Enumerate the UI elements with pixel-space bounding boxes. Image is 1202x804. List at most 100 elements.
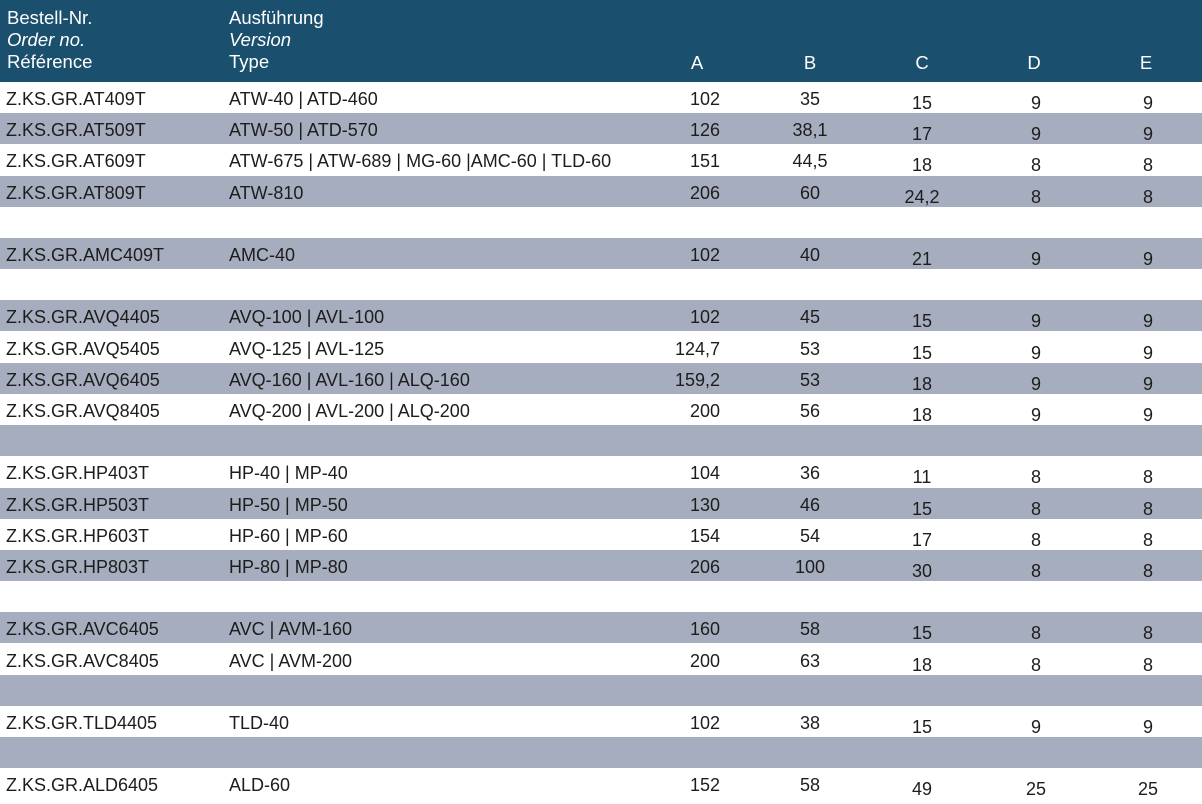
version-header-fr: Type [229,51,270,72]
cell-e: 9 [1142,342,1153,363]
col-e-header: E [1139,52,1153,73]
cell-e: 9 [1142,373,1153,394]
cell-order: Z.KS.GR.AVC8405 [6,650,159,671]
cell-c: 21 [911,249,933,269]
cell-type: HP-40 | MP-40 [229,463,348,484]
cell-type: AVQ-125 | AVL-125 [229,338,385,359]
cell-type: ALD-60 [229,775,291,796]
cell-d: 8 [1030,467,1041,488]
cell-a: 130 [689,494,720,515]
order-number-header: Bestell-Nr. Order no. Référence [7,7,92,73]
table-row: Z.KS.GR.HP603T HP-60 | MP-60 154 54 17 8 8 [0,519,1202,550]
cell-e: 8 [1142,498,1153,519]
spacer-row [0,425,1202,457]
cell-a: 124,7 [674,338,720,359]
cell-d: 8 [1030,186,1041,207]
cell-order: Z.KS.GR.AT609T [6,151,146,172]
cell-a: 200 [689,650,720,671]
order-header-de: Bestell-Nr. [7,7,93,28]
spacer-row [0,737,1202,769]
version-header-en: Version [229,29,292,50]
cell-order: Z.KS.GR.AT409T [6,89,146,109]
cell-type: ATW-50 | ATD-570 [229,120,378,141]
col-d-header: D [1027,52,1041,73]
cell-a: 151 [689,151,720,172]
cell-c: 17 [911,124,933,145]
cell-order: Z.KS.GR.HP803T [6,557,150,577]
cell-d: 9 [1030,93,1041,113]
cell-b: 58 [799,619,821,640]
cell-type: ATW-810 [229,182,304,203]
cell-a: 102 [689,713,720,733]
table-row: Z.KS.GR.TLD4405 TLD-40 102 38 15 9 9 [0,706,1202,737]
cell-type: HP-50 | MP-50 [229,494,348,515]
table-row: Z.KS.GR.AT509T ATW-50 | ATD-570 126 38,1 17 9… [0,113,1202,145]
cell-d: 8 [1030,529,1041,550]
cell-e: 8 [1142,155,1153,176]
table-row: Z.KS.GR.HP503T HP-50 | MP-50 130 46 15 8 8 [0,487,1202,519]
cell-a: 160 [689,619,720,640]
cell-order: Z.KS.GR.AVQ8405 [6,401,160,421]
cell-order: Z.KS.GR.HP503T [6,494,150,515]
table-row: Z.KS.GR.AVQ4405 AVQ-100 | AVL-100 102 45 15 9… [0,300,1202,332]
cell-e: 8 [1142,529,1153,550]
cell-type: TLD-40 [229,713,290,733]
cell-c: 15 [911,311,933,332]
cell-d: 8 [1030,498,1041,519]
cell-a: 154 [689,525,720,546]
cell-order: Z.KS.GR.TLD4405 [6,713,158,733]
cell-b: 40 [799,245,821,265]
cell-type: AVC | AVM-200 [229,650,353,671]
cell-c: 17 [911,529,933,550]
cell-a: 206 [689,557,720,577]
cell-d: 9 [1030,249,1041,269]
cell-order: Z.KS.GR.HP403T [6,463,150,484]
order-header-en: Order no. [7,29,86,50]
cell-c: 18 [911,373,933,394]
cell-b: 38 [799,713,821,733]
cell-b: 100 [794,557,826,577]
cell-d: 9 [1030,124,1041,145]
cell-d: 8 [1030,561,1041,581]
cell-c: 30 [911,561,933,581]
cell-type: AMC-40 [229,245,296,265]
cell-type: ATW-675 | ATW-689 | MG-60 |AMC-60 | TLD-… [229,151,612,172]
cell-a: 104 [689,463,720,484]
spacer-row [0,674,1202,706]
cell-order: Z.KS.GR.AVC6405 [6,619,159,640]
table-row: Z.KS.GR.AT609T ATW-675 | ATW-689 | MG-60 … [0,144,1202,175]
cell-d: 9 [1030,717,1041,737]
cell-type: AVQ-200 | AVL-200 | ALQ-200 [229,401,470,421]
cell-b: 44,5 [792,151,828,172]
cell-order: Z.KS.GR.HP603T [6,525,150,546]
table-row: Z.KS.GR.ALD6405 ALD-60 152 58 49 25 25 [0,768,1202,799]
cell-e: 9 [1142,124,1153,145]
cell-order: Z.KS.GR.AT509T [6,120,146,141]
col-a-header: A [690,52,704,73]
cell-d: 9 [1030,342,1041,363]
cell-d: 8 [1030,654,1041,675]
table-row: Z.KS.GR.AT409T ATW-40 | ATD-460 102 35 15 9 9 [0,82,1202,113]
cell-e: 9 [1142,93,1153,113]
cell-order: Z.KS.GR.AVQ5405 [6,338,160,359]
spacer-row [0,207,1202,238]
cell-a: 102 [689,245,720,265]
cell-b: 58 [799,775,821,796]
cell-b: 60 [799,182,821,203]
cell-c: 15 [911,623,933,644]
cell-b: 35 [799,89,821,109]
cell-a: 200 [689,401,720,421]
table-row: Z.KS.GR.AVQ8405 AVQ-200 | AVL-200 | ALQ-2… [0,394,1202,425]
cell-b: 45 [799,307,821,328]
cell-type: HP-80 | MP-80 [229,557,348,577]
cell-e: 8 [1142,186,1153,207]
cell-e: 9 [1142,311,1153,332]
cell-order: Z.KS.GR.AT809T [6,182,146,203]
table-row: Z.KS.GR.AVC6405 AVC | AVM-160 160 58 15 8 8 [0,612,1202,644]
cell-d: 9 [1030,405,1041,425]
cell-order: Z.KS.GR.AVQ6405 [6,369,160,390]
cell-type: AVC | AVM-160 [229,619,353,640]
cell-b: 46 [799,494,821,515]
cell-b: 54 [799,525,821,546]
